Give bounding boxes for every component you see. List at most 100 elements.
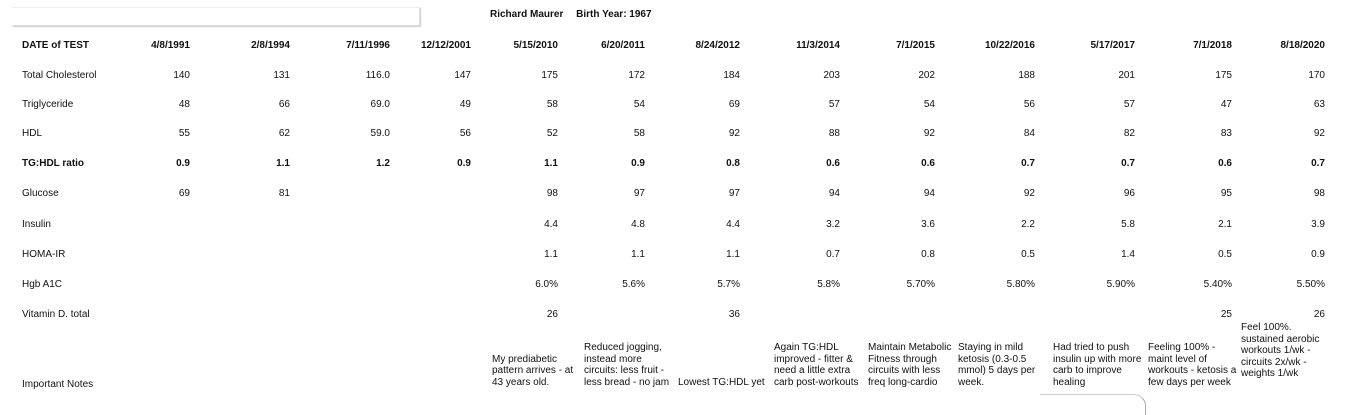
column-header-date-value[interactable]: 7/1/2018 bbox=[1193, 40, 1232, 51]
table-cell[interactable]: 58 bbox=[546, 99, 558, 110]
table-cell[interactable]: 1.1 bbox=[726, 249, 740, 260]
table-cell[interactable]: 3.2 bbox=[826, 219, 840, 230]
table-cell[interactable]: 52 bbox=[546, 128, 558, 139]
column-header-date-value[interactable]: 12/12/2001 bbox=[420, 40, 471, 51]
table-cell[interactable]: 56 bbox=[459, 128, 471, 139]
table-cell[interactable]: 69 bbox=[178, 188, 190, 199]
table-cell[interactable]: 170 bbox=[1308, 70, 1325, 81]
column-header-date-value[interactable]: 2/8/1994 bbox=[251, 40, 290, 51]
table-cell[interactable]: 56 bbox=[1023, 99, 1035, 110]
column-header-date-value[interactable]: 6/20/2011 bbox=[601, 40, 645, 51]
table-cell[interactable]: 5.8% bbox=[817, 279, 840, 290]
table-cell[interactable]: 0.7 bbox=[1121, 158, 1135, 169]
note-cell[interactable]: My prediabetic pattern arrives - at 43 y… bbox=[492, 353, 574, 388]
table-cell[interactable]: 0.6 bbox=[1218, 158, 1232, 169]
table-cell[interactable]: 2.1 bbox=[1218, 219, 1232, 230]
table-cell[interactable]: 202 bbox=[918, 70, 935, 81]
table-cell[interactable]: 94 bbox=[828, 188, 840, 199]
table-cell[interactable]: 97 bbox=[728, 188, 740, 199]
table-cell[interactable]: 188 bbox=[1018, 70, 1035, 81]
note-cell[interactable]: Lowest TG:HDL yet bbox=[678, 376, 765, 388]
table-cell[interactable]: 1.1 bbox=[276, 158, 290, 169]
table-cell[interactable]: 0.6 bbox=[826, 158, 840, 169]
table-cell[interactable]: 26 bbox=[1313, 309, 1325, 320]
table-cell[interactable]: 92 bbox=[1023, 188, 1035, 199]
table-cell[interactable]: 55 bbox=[178, 128, 190, 139]
table-cell[interactable]: 0.5 bbox=[1021, 249, 1035, 260]
table-cell[interactable]: 54 bbox=[923, 99, 935, 110]
table-cell[interactable]: 5.40% bbox=[1203, 279, 1232, 290]
note-cell[interactable]: Feeling 100% - maint level of workouts -… bbox=[1148, 342, 1237, 388]
note-cell[interactable]: Again TG:HDL improved - fitter & need a … bbox=[774, 342, 859, 388]
table-cell[interactable]: 201 bbox=[1118, 70, 1135, 81]
table-cell[interactable]: 5.70% bbox=[906, 279, 935, 290]
table-cell[interactable]: 5.8 bbox=[1121, 219, 1135, 230]
note-cell[interactable]: Staying in mild ketosis (0.3-0.5 mmol) 5… bbox=[958, 342, 1036, 388]
table-cell[interactable]: 0.9 bbox=[457, 158, 471, 169]
table-cell[interactable]: 203 bbox=[823, 70, 840, 81]
table-cell[interactable]: 83 bbox=[1220, 128, 1232, 139]
table-cell[interactable]: 92 bbox=[1313, 128, 1325, 139]
table-cell[interactable]: 0.9 bbox=[631, 158, 645, 169]
table-cell[interactable]: 0.5 bbox=[1218, 249, 1232, 260]
table-cell[interactable]: 95 bbox=[1220, 188, 1232, 199]
column-header-date-value[interactable]: 5/17/2017 bbox=[1090, 40, 1136, 51]
table-cell[interactable]: 175 bbox=[1215, 70, 1232, 81]
table-cell[interactable]: 84 bbox=[1023, 128, 1035, 139]
table-cell[interactable]: 0.9 bbox=[1311, 249, 1325, 260]
note-cell[interactable]: Feel 100%. sustained aerobic workouts 1/… bbox=[1241, 322, 1320, 379]
table-cell[interactable]: 116.0 bbox=[365, 70, 390, 81]
table-cell[interactable]: 3.9 bbox=[1311, 219, 1325, 230]
table-cell[interactable]: 98 bbox=[1313, 188, 1325, 199]
table-cell[interactable]: 3.6 bbox=[921, 219, 935, 230]
table-cell[interactable]: 26 bbox=[546, 309, 558, 320]
table-cell[interactable]: 4.4 bbox=[726, 219, 740, 230]
column-header-date-value[interactable]: 11/3/2014 bbox=[796, 40, 840, 51]
table-cell[interactable]: 0.9 bbox=[176, 158, 190, 169]
table-cell[interactable]: 5.50% bbox=[1296, 279, 1325, 290]
table-cell[interactable]: 96 bbox=[1123, 188, 1135, 199]
table-cell[interactable]: 0.7 bbox=[1311, 158, 1325, 169]
table-cell[interactable]: 82 bbox=[1123, 128, 1135, 139]
table-cell[interactable]: 94 bbox=[923, 188, 935, 199]
table-cell[interactable]: 57 bbox=[828, 99, 840, 110]
table-cell[interactable]: 0.7 bbox=[826, 249, 840, 260]
note-cell[interactable]: Maintain Metabolic Fitness through circu… bbox=[868, 342, 952, 388]
table-cell[interactable]: 6.0% bbox=[535, 279, 558, 290]
table-cell[interactable]: 25 bbox=[1220, 309, 1232, 320]
table-cell[interactable]: 49 bbox=[459, 99, 471, 110]
table-cell[interactable]: 98 bbox=[546, 188, 558, 199]
name-box-input[interactable] bbox=[12, 7, 420, 26]
table-cell[interactable]: 0.8 bbox=[726, 158, 740, 169]
column-header-date-value[interactable]: 5/15/2010 bbox=[513, 40, 559, 51]
table-cell[interactable]: 59.0 bbox=[370, 128, 390, 139]
column-header-date-value[interactable]: 7/11/1996 bbox=[346, 40, 390, 51]
table-cell[interactable]: 48 bbox=[178, 99, 190, 110]
table-cell[interactable]: 175 bbox=[541, 70, 558, 81]
table-cell[interactable]: 1.1 bbox=[544, 158, 558, 169]
table-cell[interactable]: 4.4 bbox=[544, 219, 558, 230]
table-cell[interactable]: 97 bbox=[633, 188, 645, 199]
column-header-date-value[interactable]: 7/1/2015 bbox=[896, 40, 935, 51]
table-cell[interactable]: 5.6% bbox=[622, 279, 645, 290]
table-cell[interactable]: 0.7 bbox=[1021, 158, 1035, 169]
table-cell[interactable]: 62 bbox=[278, 128, 290, 139]
table-cell[interactable]: 1.1 bbox=[631, 249, 645, 260]
table-cell[interactable]: 69 bbox=[728, 99, 740, 110]
table-cell[interactable]: 1.1 bbox=[544, 249, 558, 260]
table-cell[interactable]: 92 bbox=[923, 128, 935, 139]
table-cell[interactable]: 58 bbox=[633, 128, 645, 139]
table-cell[interactable]: 36 bbox=[728, 309, 740, 320]
table-cell[interactable]: 147 bbox=[454, 70, 471, 81]
note-cell[interactable]: Reduced jogging, instead more circuits: … bbox=[584, 342, 670, 388]
note-cell[interactable]: Had tried to push insulin up with more c… bbox=[1053, 342, 1142, 388]
table-cell[interactable]: 5.7% bbox=[717, 279, 740, 290]
column-header-date-value[interactable]: 4/8/1991 bbox=[151, 40, 190, 51]
table-cell[interactable]: 0.6 bbox=[921, 158, 935, 169]
table-cell[interactable]: 92 bbox=[728, 128, 740, 139]
table-cell[interactable]: 2.2 bbox=[1021, 219, 1035, 230]
table-cell[interactable]: 131 bbox=[273, 70, 290, 81]
table-cell[interactable]: 88 bbox=[828, 128, 840, 139]
table-cell[interactable]: 184 bbox=[723, 70, 740, 81]
table-cell[interactable]: 81 bbox=[278, 188, 290, 199]
